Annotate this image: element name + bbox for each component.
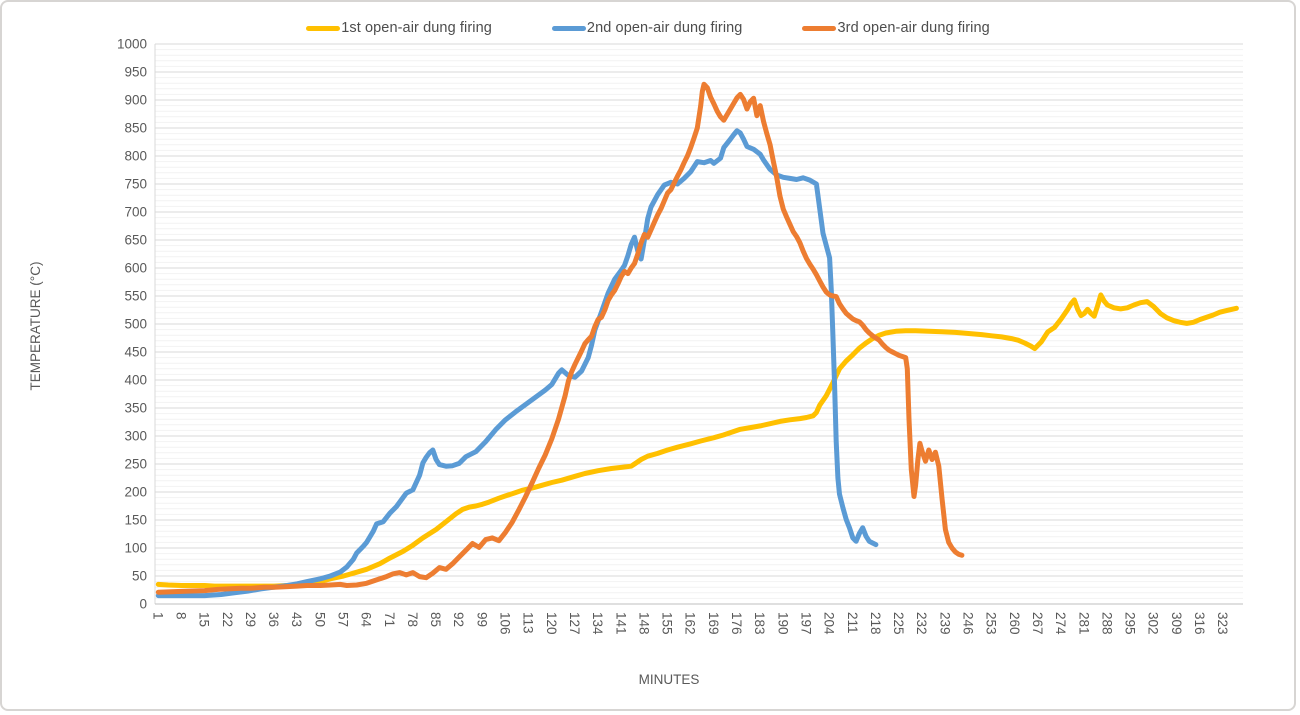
y-axis-title: TEMPERATURE (°C): [28, 262, 43, 391]
x-tick-label: 218: [868, 612, 883, 635]
legend-line-swatch-yellow: [306, 25, 341, 31]
x-tick-label: 113: [521, 612, 536, 634]
chart-legend: 1st open-air dung firing 2nd open-air du…: [2, 20, 1294, 36]
series-line-1: [155, 292, 1239, 589]
y-tick-label: 400: [124, 373, 147, 388]
x-tick-label: 78: [405, 612, 420, 627]
x-tick-label: 309: [1169, 612, 1184, 635]
x-tick-label: 29: [243, 612, 258, 627]
x-tick-label: 204: [822, 612, 837, 635]
x-tick-label: 197: [798, 612, 813, 635]
x-tick-label: 246: [961, 612, 976, 635]
x-tick-label: 316: [1192, 612, 1207, 635]
x-tick-label: 302: [1146, 612, 1161, 635]
y-tick-label: 0: [139, 597, 147, 612]
y-tick-label: 750: [124, 177, 147, 192]
x-axis-title: MINUTES: [639, 672, 700, 687]
x-tick-label: 99: [474, 612, 489, 627]
x-tick-label: 323: [1215, 612, 1230, 635]
y-tick-label: 500: [124, 317, 147, 332]
x-tick-label: 106: [498, 612, 513, 635]
x-tick-label: 15: [197, 612, 212, 627]
y-tick-label: 100: [124, 541, 147, 556]
y-tick-label: 300: [124, 429, 147, 444]
x-tick-label: 162: [683, 612, 698, 635]
x-tick-label: 50: [312, 612, 327, 627]
x-tick-label: 148: [636, 612, 651, 635]
major-gridlines: [155, 43, 1243, 605]
axis-lines: [154, 44, 1243, 605]
x-tick-label: 239: [937, 612, 952, 635]
x-tick-label: 225: [891, 612, 906, 635]
x-tick-label: 36: [266, 612, 281, 627]
legend-item-3rd-firing: 3rd open-air dung firing: [802, 20, 990, 36]
x-tick-label: 71: [382, 612, 397, 627]
y-tick-label: 150: [124, 513, 147, 528]
x-tick-label: 281: [1076, 612, 1091, 635]
y-tick-label: 900: [124, 93, 147, 108]
x-tick-label: 127: [567, 612, 582, 635]
x-tick-label: 176: [729, 612, 744, 635]
x-tick-label: 274: [1053, 612, 1068, 635]
x-tick-label: 64: [359, 612, 374, 628]
x-tick-label: 295: [1123, 612, 1138, 635]
legend-item-2nd-firing: 2nd open-air dung firing: [551, 20, 743, 36]
y-tick-label: 350: [124, 401, 147, 416]
x-tick-label: 8: [173, 612, 188, 620]
y-tick-label: 250: [124, 457, 147, 472]
y-tick-label: 200: [124, 485, 147, 500]
x-tick-label: 190: [775, 612, 790, 635]
x-tick-label: 134: [590, 612, 605, 635]
legend-label: 1st open-air dung firing: [341, 20, 492, 36]
x-axis-tick-labels: 1 8 15 22 29 36 43 50 57 64 71 78 85 92 99 106 113 120 127…: [150, 612, 1230, 635]
x-tick-label: 267: [1030, 612, 1045, 635]
x-tick-label: 253: [984, 612, 999, 635]
y-tick-label: 700: [124, 205, 147, 220]
y-tick-label: 600: [124, 261, 147, 276]
legend-item-1st-firing: 1st open-air dung firing: [306, 20, 492, 36]
y-tick-label: 550: [124, 289, 147, 304]
x-tick-label: 43: [289, 612, 304, 627]
y-tick-label: 50: [132, 569, 147, 584]
x-tick-label: 211: [845, 612, 860, 634]
x-tick-label: 85: [428, 612, 443, 627]
x-tick-label: 260: [1007, 612, 1022, 635]
legend-line-swatch-orange: [802, 25, 837, 31]
series-line-3: [155, 81, 965, 595]
y-tick-label: 950: [124, 65, 147, 80]
x-tick-label: 169: [706, 612, 721, 635]
y-tick-label: 850: [124, 121, 147, 136]
y-tick-label: 800: [124, 149, 147, 164]
x-tick-label: 232: [914, 612, 929, 635]
y-axis-tick-labels: 0 50 100 150 200 250 300 350 400 450 500 550 600 650 7…: [117, 37, 147, 612]
x-tick-label: 288: [1099, 612, 1114, 635]
minor-gridlines: [155, 49, 1243, 599]
y-tick-label: 650: [124, 233, 147, 248]
series-lines: [155, 81, 1239, 599]
x-tick-label: 92: [451, 612, 466, 627]
x-tick-label: 120: [544, 612, 559, 635]
x-tick-label: 183: [752, 612, 767, 635]
legend-line-swatch-blue: [551, 25, 586, 31]
x-tick-label: 1: [150, 612, 165, 620]
legend-label: 3rd open-air dung firing: [837, 20, 990, 36]
legend-label: 2nd open-air dung firing: [586, 20, 743, 36]
x-tick-label: 155: [660, 612, 675, 635]
series-line-2: [155, 128, 879, 599]
x-tick-label: 141: [613, 612, 628, 635]
y-tick-label: 450: [124, 345, 147, 360]
x-tick-label: 22: [220, 612, 235, 627]
y-tick-label: 1000: [117, 37, 147, 52]
x-tick-label: 57: [335, 612, 350, 627]
